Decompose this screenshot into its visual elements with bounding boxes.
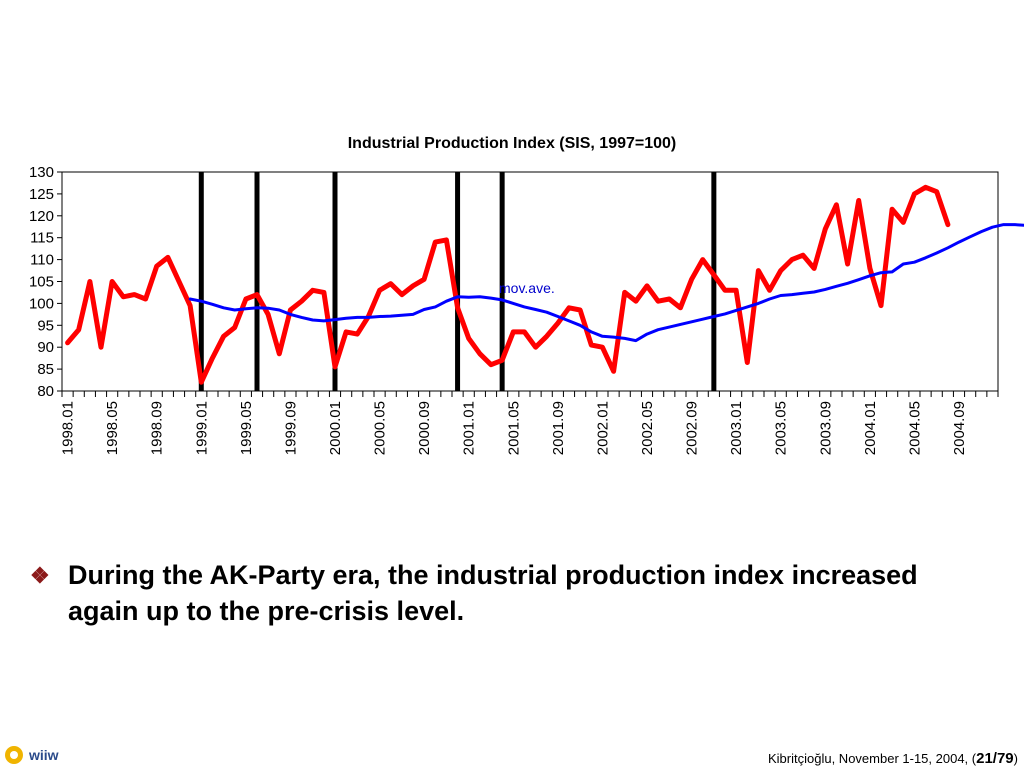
x-tick-label: 2004.01 [862, 401, 879, 455]
y-tick-label: 125 [29, 186, 54, 203]
chart-axes [57, 171, 999, 397]
footer: Kibritçioğlu, November 1-15, 2004, (21/7… [768, 750, 1018, 767]
x-tick-label: 1998.01 [60, 401, 77, 455]
y-tick-label: 80 [37, 383, 54, 400]
y-tick-label: 115 [30, 230, 54, 247]
footer-close: ) [1013, 751, 1018, 766]
x-tick-label: 2000.05 [372, 401, 389, 455]
x-tick-label: 2001.01 [461, 401, 478, 455]
x-tick-label: 2002.09 [684, 401, 701, 455]
bullet-text: During the AK-Party era, the industrial … [68, 560, 918, 626]
x-tick-label: 1999.09 [282, 401, 299, 455]
logo-mark-icon [5, 746, 23, 764]
annotation-mov-ave: mov.ave. [499, 280, 555, 296]
x-tick-label: 2004.09 [951, 401, 968, 455]
y-tick-label: 110 [30, 252, 54, 269]
x-tick-label: 1999.05 [238, 401, 255, 455]
x-tick-label: 2003.05 [773, 401, 790, 455]
x-tick-label: 2003.09 [817, 401, 834, 455]
diamond-bullet-icon: ❖ [30, 563, 50, 588]
y-tick-label: 85 [37, 361, 54, 378]
x-tick-label: 2000.01 [327, 401, 344, 455]
x-tick-label: 2001.05 [505, 401, 522, 455]
x-tick-label: 1999.01 [193, 401, 210, 455]
series-layer [65, 184, 1024, 385]
wiiw-logo: wiiw [5, 743, 59, 767]
y-tick-label: 95 [37, 317, 54, 334]
series-line-monthly [65, 184, 951, 385]
y-tick-label: 105 [29, 274, 54, 291]
y-tick-label: 120 [29, 208, 54, 225]
x-tick-label: 2003.01 [728, 401, 745, 455]
tick-labels: 130 125 120 115 110 105 100 95 90 85 80 1998.01 1998… [29, 164, 968, 455]
x-tick-label: 2004.05 [906, 401, 923, 455]
x-tick-label: 1998.09 [149, 401, 166, 455]
line-chart: 130 125 120 115 110 105 100 95 90 85 80 1998.01 1998… [29, 164, 1024, 455]
y-tick-label: 130 [29, 164, 54, 181]
vertical-markers [198, 172, 717, 391]
footer-author: Kibritçioğlu, November 1-15, 2004, ( [768, 751, 977, 766]
x-tick-label: 2000.09 [416, 401, 433, 455]
footer-page-number: 21/79 [976, 750, 1014, 767]
logo-text: wiiw [29, 747, 59, 763]
x-tick-label: 2002.01 [594, 401, 611, 455]
chart-title: Industrial Production Index (SIS, 1997=1… [347, 135, 677, 152]
y-tick-label: 100 [29, 295, 54, 312]
x-tick-label: 2002.05 [639, 401, 656, 455]
x-tick-label: 1998.05 [104, 401, 121, 455]
y-tick-label: 90 [37, 339, 54, 356]
series-line-moving_average [188, 223, 1024, 343]
x-tick-label: 2001.09 [550, 401, 567, 455]
